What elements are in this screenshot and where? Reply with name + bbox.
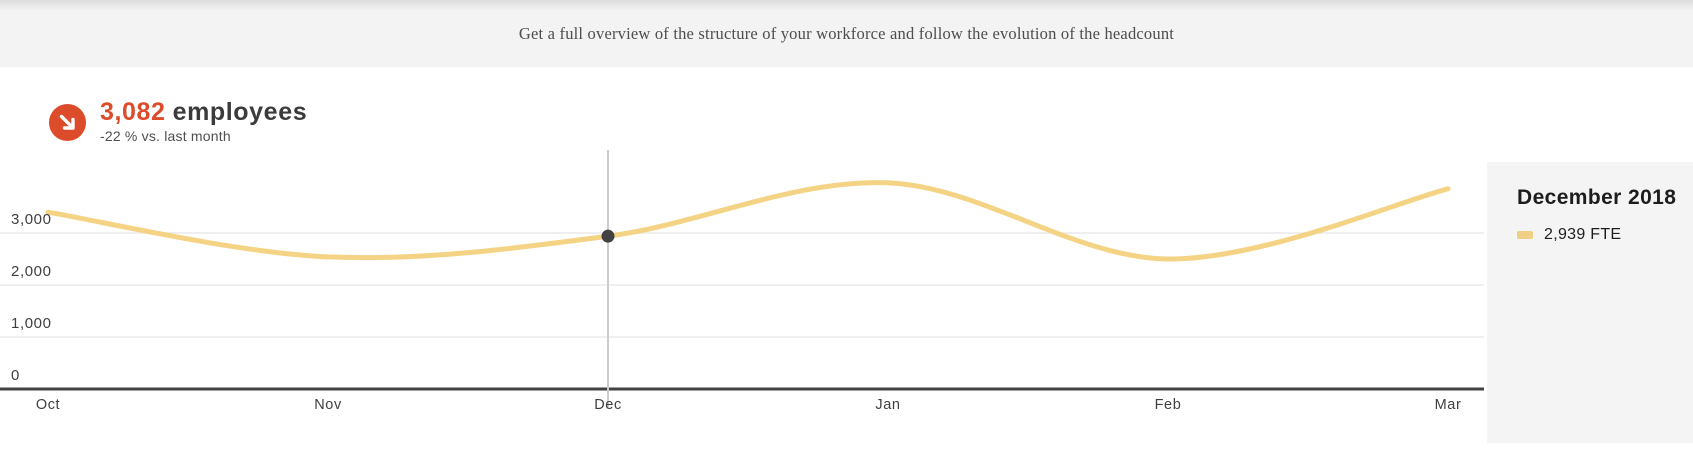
x-axis-label: Mar [1434, 397, 1462, 413]
headcount-metric: 3,082 employees -22 % vs. last month [49, 99, 307, 145]
tooltip-value: 2,939 FTE [1544, 226, 1622, 243]
delta-vs-last-month: -22 % vs. last month [100, 128, 231, 144]
banner-text: Get a full overview of the structure of … [518, 23, 1175, 43]
tooltip-title: December 2018 [1517, 186, 1677, 209]
x-axis-label: Feb [1154, 397, 1182, 413]
y-axis-label: 3,000 [11, 211, 52, 228]
arrow-down-right-icon [49, 104, 86, 141]
headcount-chart: 0 1,000 2,000 3,000 Oct Nov Dec Jan Feb Mar [0, 150, 1484, 413]
employee-count: 3,082 [100, 98, 166, 126]
x-axis-label: Jan [875, 397, 901, 413]
header-banner: Get a full overview of the structure of … [0, 0, 1693, 67]
x-axis-label: Nov [314, 397, 342, 413]
y-axis-label: 1,000 [11, 315, 52, 332]
x-axis-label: Oct [35, 397, 61, 413]
tooltip-legend-row: 2,939 FTE [1517, 226, 1693, 244]
fte-series-swatch-icon [1517, 231, 1533, 239]
x-axis-label: Dec [594, 397, 622, 413]
metric-text: 3,082 employees -22 % vs. last month [100, 99, 307, 145]
chart-tooltip: December 2018 2,939 FTE [1487, 162, 1693, 443]
y-axis-label: 0 [11, 367, 20, 384]
employee-unit: employees [172, 98, 308, 126]
y-axis-label: 2,000 [11, 263, 52, 280]
